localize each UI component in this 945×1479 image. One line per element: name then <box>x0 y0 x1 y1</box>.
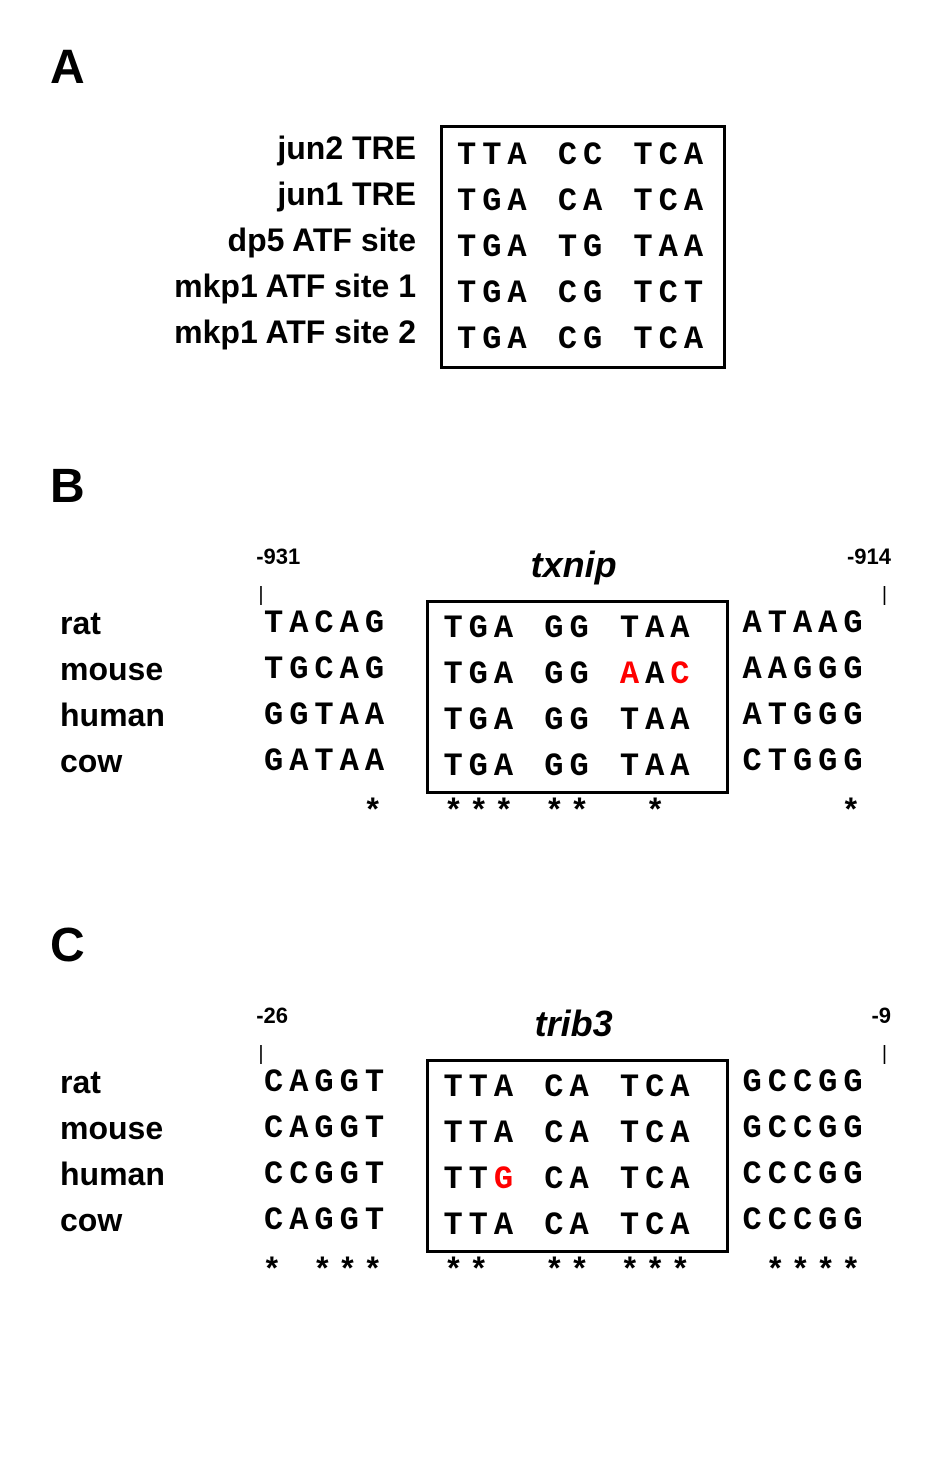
panel-a-row-label: mkp1 ATF site 1 <box>100 263 440 309</box>
panel-c-alignment: ratmousehumancow CAGGTCAGGTCCGGTCAGGT TT… <box>60 1059 905 1253</box>
panel-b-conservation-stars: * *** ** * * <box>60 794 905 828</box>
tick-mark: | <box>716 1049 905 1059</box>
core-sequence: TGA GG AAC <box>429 651 725 697</box>
flank-right-sequence: GCCGG <box>729 1105 905 1151</box>
panel-c: C -26 trib3 -9 | | ratmousehumancow CAGG… <box>40 918 905 1287</box>
species-label: mouse <box>60 1105 250 1151</box>
panel-a-row-labels: jun2 TREjun1 TREdp5 ATF sitemkp1 ATF sit… <box>100 125 440 369</box>
flank-left-sequence: TGCAG <box>250 646 426 692</box>
core-sequence: TTA CA TCA <box>429 1110 725 1156</box>
panel-a-sequence: TGA CA TCA <box>457 178 709 224</box>
panel-a-sequence: TGA TG TAA <box>457 224 709 270</box>
panel-a-sequence: TGA CG TCA <box>457 316 709 362</box>
species-label: cow <box>60 738 250 784</box>
flank-right-sequence: CCCGG <box>729 1151 905 1197</box>
stars-mid: ** ** *** <box>427 1253 727 1287</box>
tick-mark: | <box>240 1049 429 1059</box>
stars-right: **** <box>726 1253 905 1287</box>
panel-b-label: B <box>50 459 905 514</box>
core-sequence: TTA CA TCA <box>429 1064 725 1110</box>
stars-right: * <box>726 794 905 828</box>
panel-b-box: TGA GG TAATGA GG AACTGA GG TAATGA GG TAA <box>426 600 728 794</box>
stars-left: * <box>248 794 427 828</box>
panel-c-conservation-stars: * *** ** ** *** **** <box>60 1253 905 1287</box>
panel-a-row-label: dp5 ATF site <box>100 217 440 263</box>
panel-b-alignment: ratmousehumancow TACAGTGCAGGGTAAGATAA TG… <box>60 600 905 794</box>
panel-a-label: A <box>50 40 905 95</box>
flank-left-sequence: CCGGT <box>250 1151 426 1197</box>
panel-b: B -931 txnip -914 | | ratmousehumancow T… <box>40 459 905 828</box>
panel-a-sequence: TGA CG TCT <box>457 270 709 316</box>
panel-a-content: jun2 TREjun1 TREdp5 ATF sitemkp1 ATF sit… <box>100 125 905 369</box>
panel-a-row-label: jun2 TRE <box>100 125 440 171</box>
flank-right-sequence: ATGGG <box>729 692 905 738</box>
flank-left-sequence: CAGGT <box>250 1197 426 1243</box>
panel-c-coord-left: -26 <box>242 1003 429 1049</box>
flank-right-sequence: CTGGG <box>729 738 905 784</box>
panel-c-label: C <box>50 918 905 973</box>
panel-a-row-label: jun1 TRE <box>100 171 440 217</box>
panel-a-row-label: mkp1 ATF site 2 <box>100 309 440 355</box>
core-sequence: TTA CA TCA <box>429 1202 725 1248</box>
core-sequence: TGA GG TAA <box>429 743 725 789</box>
panel-a-sequence-box: TTA CC TCATGA CA TCATGA TG TAATGA CG TCT… <box>440 125 726 369</box>
core-sequence: TGA GG TAA <box>429 605 725 651</box>
panel-c-box: TTA CA TCATTA CA TCATTG CA TCATTA CA TCA <box>426 1059 728 1253</box>
species-label: human <box>60 1151 250 1197</box>
panel-b-coord-left: -931 <box>242 544 429 590</box>
core-sequence: TTG CA TCA <box>429 1156 725 1202</box>
species-label: human <box>60 692 250 738</box>
panel-c-coord-right: -9 <box>718 1003 905 1049</box>
species-label: rat <box>60 1059 250 1105</box>
stars-mid: *** ** * <box>427 794 727 828</box>
panel-c-gene-title: trib3 <box>429 1003 719 1045</box>
panel-b-content: -931 txnip -914 | | ratmousehumancow TAC… <box>60 544 905 828</box>
panel-b-coord-right: -914 <box>718 544 905 590</box>
panel-b-gene-title: txnip <box>429 544 719 586</box>
flank-left-sequence: GATAA <box>250 738 426 784</box>
flank-left-sequence: CAGGT <box>250 1105 426 1151</box>
flank-left-sequence: CAGGT <box>250 1059 426 1105</box>
panel-a: A jun2 TREjun1 TREdp5 ATF sitemkp1 ATF s… <box>40 40 905 369</box>
flank-right-sequence: CCCGG <box>729 1197 905 1243</box>
tick-mark: | <box>240 590 429 600</box>
flank-left-sequence: TACAG <box>250 600 426 646</box>
flank-left-sequence: GGTAA <box>250 692 426 738</box>
flank-right-sequence: GCCGG <box>729 1059 905 1105</box>
species-label: cow <box>60 1197 250 1243</box>
panel-a-sequence: TTA CC TCA <box>457 132 709 178</box>
stars-left: * *** <box>248 1253 427 1287</box>
species-label: rat <box>60 600 250 646</box>
panel-c-content: -26 trib3 -9 | | ratmousehumancow CAGGTC… <box>60 1003 905 1287</box>
core-sequence: TGA GG TAA <box>429 697 725 743</box>
flank-right-sequence: AAGGG <box>729 646 905 692</box>
tick-mark: | <box>716 590 905 600</box>
species-label: mouse <box>60 646 250 692</box>
flank-right-sequence: ATAAG <box>729 600 905 646</box>
